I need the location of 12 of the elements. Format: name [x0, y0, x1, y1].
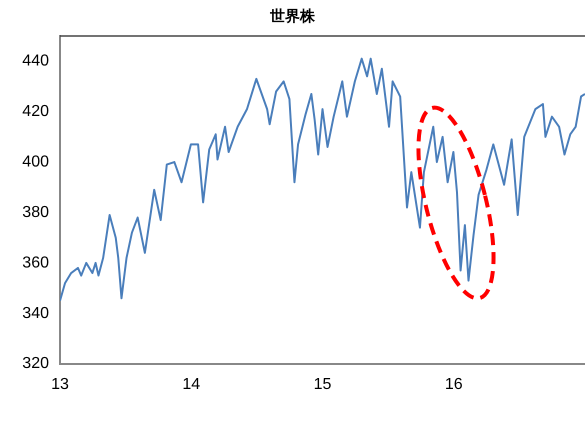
y-tick-label: 380: [22, 204, 50, 221]
x-tick-label: 13: [51, 376, 69, 393]
chart-title: 世界株: [269, 8, 316, 26]
x-tick-label: 15: [314, 376, 332, 393]
y-tick-label: 340: [22, 304, 50, 322]
y-tick-label: 420: [22, 103, 50, 120]
y-tick-label: 440: [22, 52, 50, 70]
x-tick-label: 14: [182, 376, 200, 393]
y-tick-label: 320: [22, 355, 50, 372]
y-tick-label: 360: [22, 254, 50, 272]
x-tick-label: 16: [444, 376, 463, 393]
y-tick-label: 400: [22, 153, 50, 170]
